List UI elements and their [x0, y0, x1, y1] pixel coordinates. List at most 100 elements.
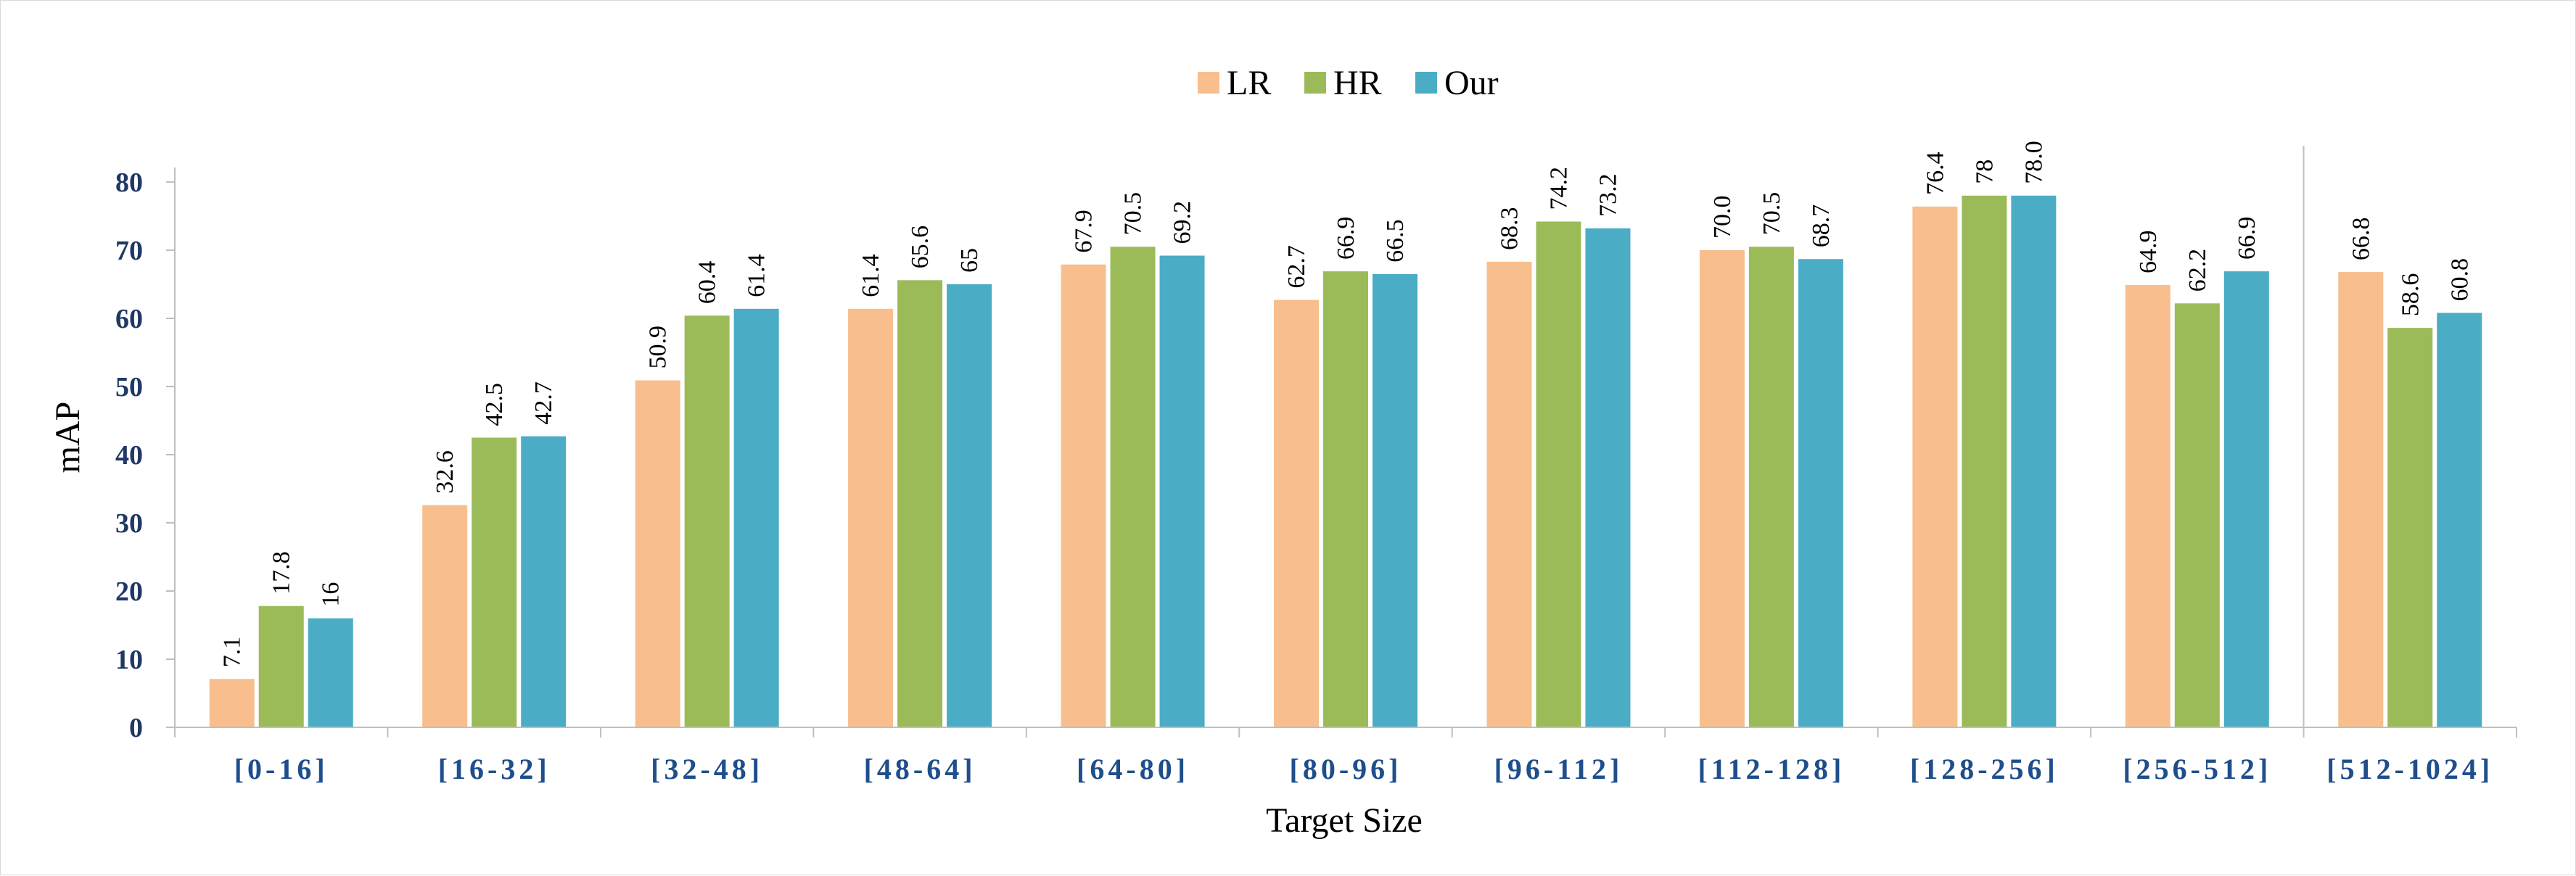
bar-our	[521, 436, 567, 727]
bar-lr	[848, 308, 894, 728]
data-labels: 7.1 17.8 16 32.6 42.5 42.7 50.9 60.4 61.4 61.4 65.…	[219, 141, 2474, 667]
bar-hr	[472, 437, 517, 727]
bar-hr	[2387, 328, 2433, 727]
bar-lr	[2125, 284, 2170, 727]
bar-hr	[1962, 195, 2007, 727]
bar-our	[1585, 228, 1631, 727]
data-label: 42.5	[481, 383, 508, 426]
y-tick-label: 10	[115, 645, 143, 675]
bar-lr	[1061, 264, 1106, 727]
y-tick-label: 30	[115, 508, 143, 539]
data-label: 78.0	[2020, 141, 2047, 184]
x-axis: [0-16] [16-32] [32-48] [48-64] [64-80] [80-96…	[174, 146, 2517, 785]
x-tick-label: [96-112]	[1494, 753, 1624, 785]
legend-swatch-our	[1415, 72, 1437, 94]
x-tick-label: [512-1024]	[2326, 753, 2493, 785]
data-label: 61.4	[744, 254, 770, 297]
data-label: 42.7	[530, 381, 557, 425]
data-label: 64.9	[2135, 230, 2162, 273]
data-label: 69.2	[1169, 201, 1196, 244]
data-label: 70.5	[1758, 192, 1785, 236]
bar-lr	[2338, 272, 2384, 728]
data-label: 70.0	[1709, 196, 1736, 239]
data-label: 66.5	[1382, 219, 1409, 263]
bar-our	[733, 308, 779, 728]
y-tick-label: 60	[115, 304, 143, 334]
data-label: 70.5	[1120, 192, 1147, 236]
y-axis-title: mAP	[49, 402, 87, 474]
data-label: 65	[956, 248, 983, 273]
data-label: 60.8	[2446, 258, 2473, 302]
legend-label-hr: HR	[1333, 64, 1382, 102]
y-tick-label: 70	[115, 236, 143, 266]
bar-hr	[1110, 247, 1156, 727]
legend-label-lr: LR	[1227, 64, 1271, 102]
data-label: 65.6	[907, 226, 934, 269]
bar-hr	[1323, 271, 1368, 727]
y-tick-label: 80	[115, 168, 143, 198]
bar-hr	[684, 315, 730, 727]
bar-hr	[1748, 247, 1794, 727]
data-label: 62.7	[1283, 245, 1310, 289]
legend-swatch-lr	[1198, 72, 1219, 94]
bar-hr	[258, 606, 304, 727]
y-axis: 0 10 20 30 40 50 60 70 80	[115, 168, 176, 743]
data-label: 76.4	[1922, 152, 1949, 195]
bars	[209, 195, 2482, 728]
legend-label-our: Our	[1444, 64, 1499, 102]
data-label: 32.6	[432, 450, 458, 494]
x-tick-label: [112-128]	[1698, 753, 1845, 785]
bar-our	[2223, 271, 2269, 727]
bar-our	[2011, 195, 2057, 727]
bar-lr	[422, 505, 468, 727]
data-label: 61.4	[857, 254, 884, 297]
x-tick-label: [128-256]	[1910, 753, 2059, 785]
data-label: 66.9	[2234, 217, 2260, 260]
data-label: 16	[318, 582, 345, 607]
bar-lr	[1912, 206, 1958, 728]
data-label: 50.9	[645, 326, 672, 369]
bar-lr	[635, 380, 680, 727]
x-tick-label: [64-80]	[1077, 753, 1189, 785]
y-tick-label: 40	[115, 440, 143, 471]
data-label: 17.8	[268, 551, 295, 595]
bar-our	[1373, 273, 1417, 727]
y-tick-label: 50	[115, 372, 143, 402]
x-tick-label: [0-16]	[234, 753, 329, 785]
bar-hr	[2174, 303, 2220, 727]
x-tick-label: [80-96]	[1290, 753, 1402, 785]
data-label: 74.2	[1545, 167, 1572, 210]
bar-lr	[1274, 299, 1319, 727]
data-label: 60.4	[694, 261, 721, 305]
bar-our	[947, 284, 992, 727]
bar-our	[2437, 313, 2482, 728]
data-label: 66.8	[2347, 218, 2374, 261]
data-label: 78	[1971, 160, 1998, 184]
bar-hr	[897, 280, 943, 727]
y-tick-label: 0	[129, 713, 143, 743]
legend: LR HR Our	[1198, 64, 1499, 102]
x-tick-label: [16-32]	[438, 753, 551, 785]
data-label: 73.2	[1594, 173, 1621, 217]
bar-lr	[1699, 250, 1745, 727]
x-tick-label: [32-48]	[651, 753, 763, 785]
x-tick-label: [48-64]	[864, 753, 976, 785]
data-label: 66.9	[1333, 217, 1359, 260]
y-tick-label: 20	[115, 577, 143, 607]
data-label: 58.6	[2397, 273, 2424, 317]
data-label: 7.1	[219, 637, 246, 668]
bar-our	[1159, 255, 1205, 727]
data-label: 67.9	[1071, 210, 1098, 253]
data-label: 62.2	[2184, 249, 2211, 292]
bar-lr	[209, 679, 255, 727]
bar-hr	[1536, 221, 1581, 727]
data-label: 68.3	[1496, 207, 1523, 250]
data-label: 68.7	[1808, 204, 1835, 248]
x-axis-title: Target Size	[1266, 801, 1423, 840]
bar-our	[308, 618, 353, 727]
bar-our	[1798, 259, 1843, 728]
x-tick-label: [256-512]	[2123, 753, 2271, 785]
bar-lr	[1486, 261, 1532, 728]
